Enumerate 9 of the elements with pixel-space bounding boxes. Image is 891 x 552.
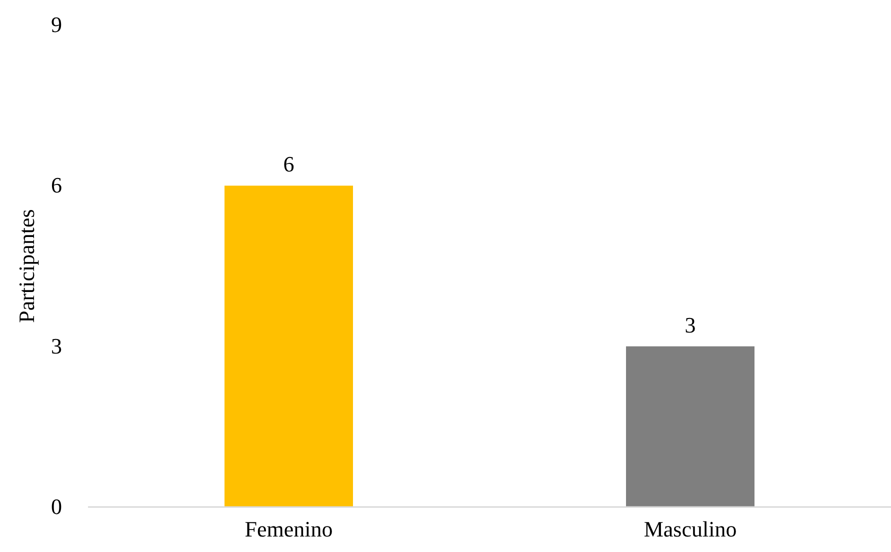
data-label: 6 <box>283 152 294 177</box>
x-tick-label: Masculino <box>644 516 737 542</box>
y-tick-label: 6 <box>51 172 62 198</box>
x-tick-label: Femenino <box>244 516 333 542</box>
data-label: 3 <box>684 312 696 338</box>
y-tick-label: 9 <box>51 12 62 38</box>
y-tick-label: 3 <box>51 333 62 358</box>
y-axis-title: Participantes <box>14 209 39 323</box>
y-tick-label: 0 <box>51 494 62 520</box>
